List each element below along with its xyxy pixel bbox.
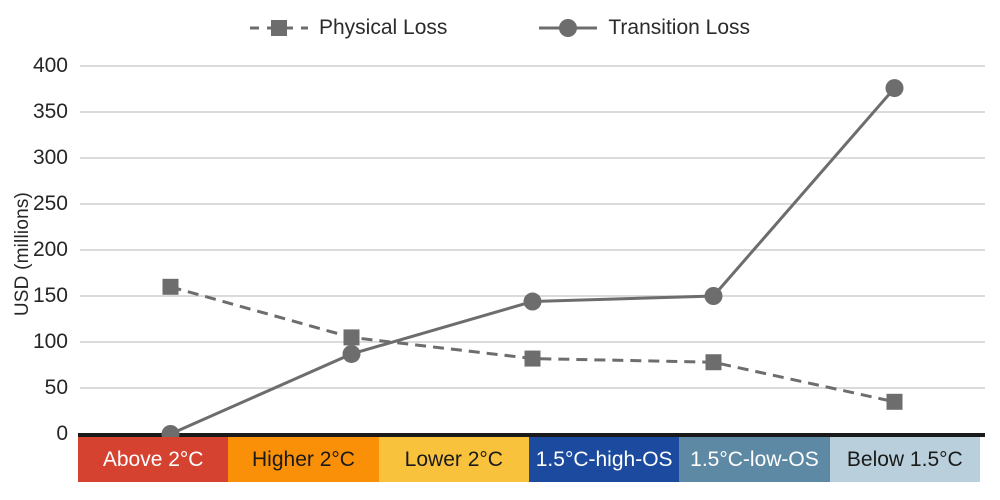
transition-loss-point-3 — [704, 287, 723, 305]
physical-loss-point-0 — [162, 278, 179, 295]
transition-loss-point-4 — [885, 79, 904, 98]
transition-loss-point-1 — [342, 344, 361, 363]
scenario-band-above-2-c: Above 2°C — [78, 437, 229, 482]
solid-circle-marker-icon — [539, 19, 598, 37]
y-tick-label-400: 400 — [32, 54, 68, 77]
scenario-band-lower-2-c: Lower 2°C — [378, 437, 529, 482]
legend-label-physical-loss: Physical Loss — [318, 16, 448, 39]
y-tick-label-200: 200 — [32, 238, 68, 261]
x-axis-scenario-bands: Above 2°C Higher 2°C Lower 2°C 1.5°C-high-O… — [78, 437, 980, 482]
legend-label-transition-loss: Transition Loss — [608, 16, 751, 39]
transition-loss-point-2 — [523, 292, 542, 311]
legend-square-marker — [270, 20, 287, 36]
y-tick-label-50: 50 — [44, 376, 68, 399]
scenario-band-below-1.5-c: Below 1.5°C — [829, 437, 980, 482]
dashed-square-marker-icon — [249, 20, 308, 36]
chart-legend: Physical Loss Transition Loss — [249, 16, 750, 40]
physical-loss-point-2 — [524, 350, 541, 367]
y-tick-label-350: 350 — [32, 100, 68, 123]
y-tick-label-300: 300 — [32, 146, 68, 169]
physical-loss-point-4 — [886, 393, 903, 410]
physical-loss-point-1 — [343, 329, 360, 346]
transition-loss-line — [169, 87, 896, 436]
legend-item-physical-loss: Physical Loss — [249, 16, 448, 40]
scenario-band-1.5-c-high-os: 1.5°C-high-OS — [528, 437, 680, 482]
scenario-band-higher-2-c: Higher 2°C — [228, 437, 379, 482]
scenario-band-1.5-c-low-os: 1.5°C-low-OS — [679, 437, 830, 482]
legend-circle-marker — [559, 19, 578, 37]
physical-loss-point-3 — [705, 354, 722, 371]
y-tick-label-0: 0 — [56, 422, 68, 445]
y-tick-label-100: 100 — [32, 330, 68, 353]
legend-item-transition-loss: Transition Loss — [539, 16, 750, 40]
y-tick-label-150: 150 — [32, 284, 68, 307]
y-tick-label-250: 250 — [32, 192, 68, 215]
